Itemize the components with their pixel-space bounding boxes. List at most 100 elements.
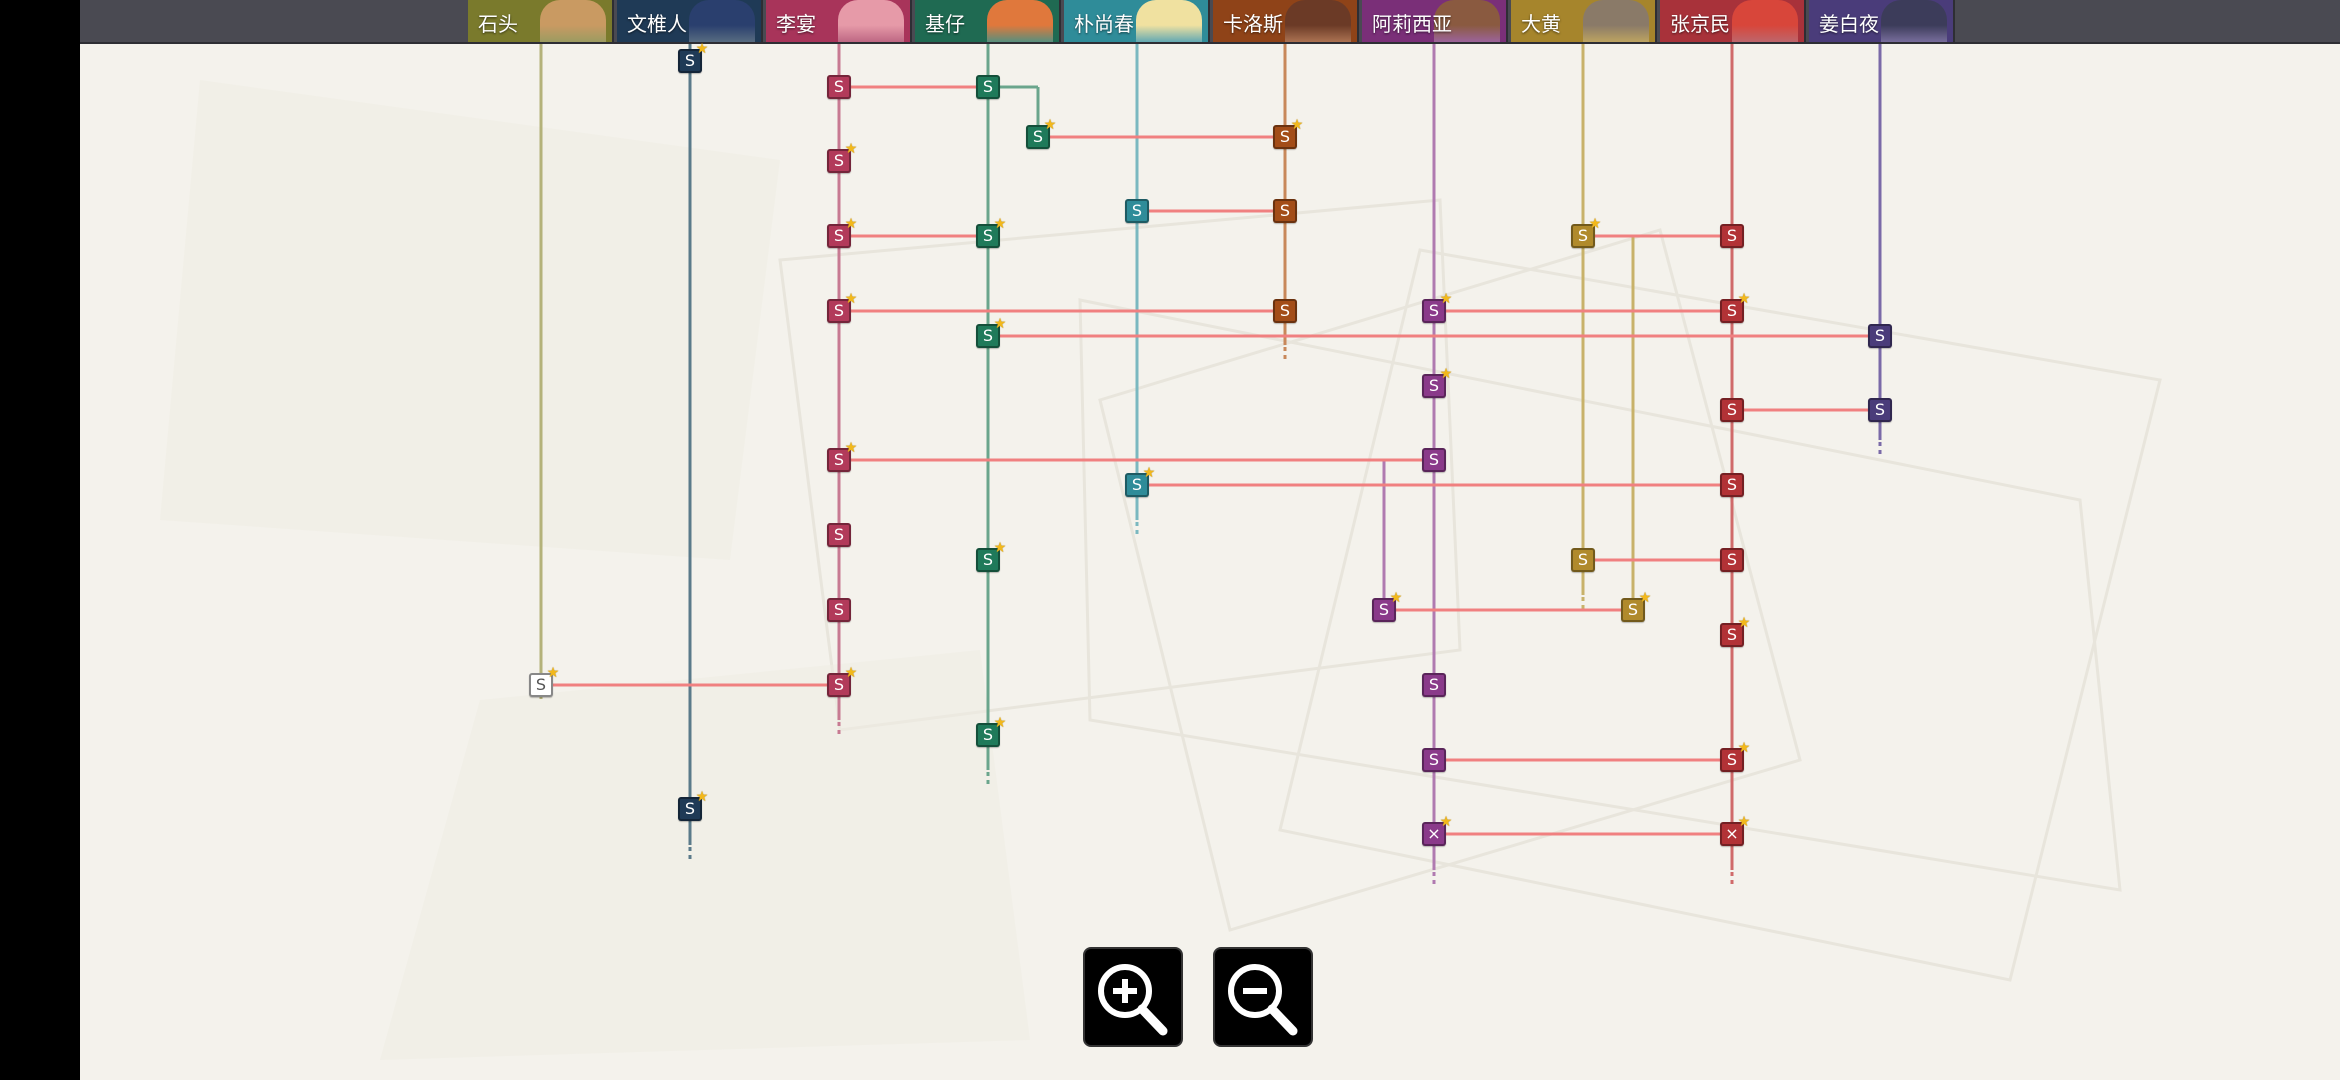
story-node[interactable]: S	[1422, 748, 1446, 772]
route-graph	[539, 42, 1882, 886]
zoom-in-icon	[1098, 964, 1168, 1036]
story-node[interactable]: S	[1273, 299, 1297, 323]
story-node[interactable]: S ★	[1125, 466, 1155, 497]
node-label: S	[1577, 226, 1589, 245]
character-name: 朴尚春	[1074, 12, 1134, 36]
node-label: S	[1577, 550, 1589, 569]
star-icon: ★	[1737, 615, 1751, 631]
node-label: S	[1279, 201, 1291, 220]
story-node[interactable]: S	[1422, 673, 1446, 697]
character-tab[interactable]: 朴尚春	[1064, 0, 1210, 42]
character-tab[interactable]: 文椎人	[617, 0, 763, 42]
star-icon: ★	[844, 665, 858, 681]
story-node[interactable]: S ★	[976, 716, 1006, 747]
node-label: S	[1279, 301, 1291, 320]
star-icon: ★	[1439, 814, 1453, 830]
story-node[interactable]: S ★	[1720, 741, 1750, 772]
character-tab[interactable]: 大黄	[1511, 0, 1657, 42]
zoom-out-icon	[1228, 964, 1298, 1036]
story-node[interactable]: S ★	[1720, 292, 1750, 323]
story-node[interactable]: S	[1720, 548, 1744, 572]
character-name: 阿莉西亚	[1372, 12, 1452, 36]
zoom-in-button[interactable]	[1083, 947, 1183, 1047]
node-label: S	[833, 77, 845, 96]
locked-story-node[interactable]: × ★	[1720, 815, 1750, 846]
node-label: S	[1726, 301, 1738, 320]
character-tab-bar: 石头 文椎人 李宴 基仔 朴尚春 卡洛斯 阿莉西亚 大黄 张京民 姜白夜	[80, 0, 2340, 44]
node-label: ×	[1427, 824, 1441, 843]
story-node[interactable]: S ★	[1422, 292, 1452, 323]
story-node[interactable]: S	[1571, 548, 1595, 572]
story-node[interactable]: S ★	[827, 217, 857, 248]
character-portrait	[1136, 0, 1202, 42]
node-label: S	[684, 51, 696, 70]
story-node[interactable]: S	[1422, 448, 1446, 472]
character-name: 大黄	[1521, 12, 1561, 36]
star-icon: ★	[1737, 740, 1751, 756]
character-name: 李宴	[776, 12, 816, 36]
story-node[interactable]: S ★	[827, 666, 857, 697]
story-node[interactable]: S ★	[976, 217, 1006, 248]
star-icon: ★	[844, 141, 858, 157]
story-node[interactable]: S ★	[678, 790, 708, 821]
star-icon: ★	[1043, 117, 1057, 133]
character-tab[interactable]: 张京民	[1660, 0, 1806, 42]
story-node[interactable]: S ★	[1422, 367, 1452, 398]
story-node[interactable]: S	[1720, 398, 1744, 422]
story-node[interactable]: S	[1720, 473, 1744, 497]
node-label: S	[982, 550, 994, 569]
node-label: S	[833, 525, 845, 544]
character-tab[interactable]: 基仔	[915, 0, 1061, 42]
story-node[interactable]: S	[976, 75, 1000, 99]
node-label: S	[1726, 750, 1738, 769]
node-label: S	[1378, 600, 1390, 619]
story-node[interactable]: S ★	[1273, 118, 1303, 149]
story-node[interactable]: S ★	[827, 292, 857, 323]
story-node[interactable]: S	[1868, 398, 1892, 422]
story-node[interactable]: S ★	[1026, 118, 1056, 149]
star-icon: ★	[695, 789, 709, 805]
zoom-out-button[interactable]	[1213, 947, 1313, 1047]
star-icon: ★	[1389, 590, 1403, 606]
story-node[interactable]: S	[827, 75, 851, 99]
character-tab[interactable]: 石头	[468, 0, 614, 42]
star-icon: ★	[1638, 590, 1652, 606]
character-portrait	[838, 0, 904, 42]
star-icon: ★	[844, 216, 858, 232]
node-label: S	[982, 226, 994, 245]
story-node[interactable]: S ★	[1621, 591, 1651, 622]
story-node[interactable]: S ★	[976, 317, 1006, 348]
node-label: S	[982, 725, 994, 744]
node-label: S	[1726, 226, 1738, 245]
story-node[interactable]: S ★	[529, 666, 559, 697]
star-icon: ★	[993, 316, 1007, 332]
star-icon: ★	[546, 665, 560, 681]
background-pattern	[160, 80, 2162, 1060]
story-node[interactable]: S	[1720, 224, 1744, 248]
story-node[interactable]: S ★	[976, 541, 1006, 572]
story-node[interactable]: S	[1868, 324, 1892, 348]
node-label: S	[1627, 600, 1639, 619]
star-icon: ★	[844, 291, 858, 307]
star-icon: ★	[1588, 216, 1602, 232]
character-tab[interactable]: 李宴	[766, 0, 912, 42]
character-name: 石头	[478, 12, 518, 36]
node-label: S	[982, 326, 994, 345]
node-label: S	[1428, 450, 1440, 469]
character-tab[interactable]: 卡洛斯	[1213, 0, 1359, 42]
story-node[interactable]: S ★	[678, 42, 708, 73]
character-tab[interactable]: 姜白夜	[1809, 0, 1955, 42]
story-node[interactable]: S	[1273, 199, 1297, 223]
story-node[interactable]: S	[827, 523, 851, 547]
character-tab[interactable]: 阿莉西亚	[1362, 0, 1508, 42]
locked-story-node[interactable]: × ★	[1422, 815, 1452, 846]
story-node[interactable]: S ★	[827, 142, 857, 173]
story-node[interactable]: S ★	[1720, 616, 1750, 647]
node-label: S	[1874, 400, 1886, 419]
story-node[interactable]: S ★	[1571, 217, 1601, 248]
story-node[interactable]: S	[827, 598, 851, 622]
story-node[interactable]: S	[1125, 199, 1149, 223]
story-route-map[interactable]: 石头 文椎人 李宴 基仔 朴尚春 卡洛斯 阿莉西亚 大黄 张京民 姜白夜 S ★ S S S ★ S ★ S ★ S S…	[80, 0, 2340, 1080]
story-node[interactable]: S ★	[1372, 591, 1402, 622]
story-node[interactable]: S ★	[827, 441, 857, 472]
